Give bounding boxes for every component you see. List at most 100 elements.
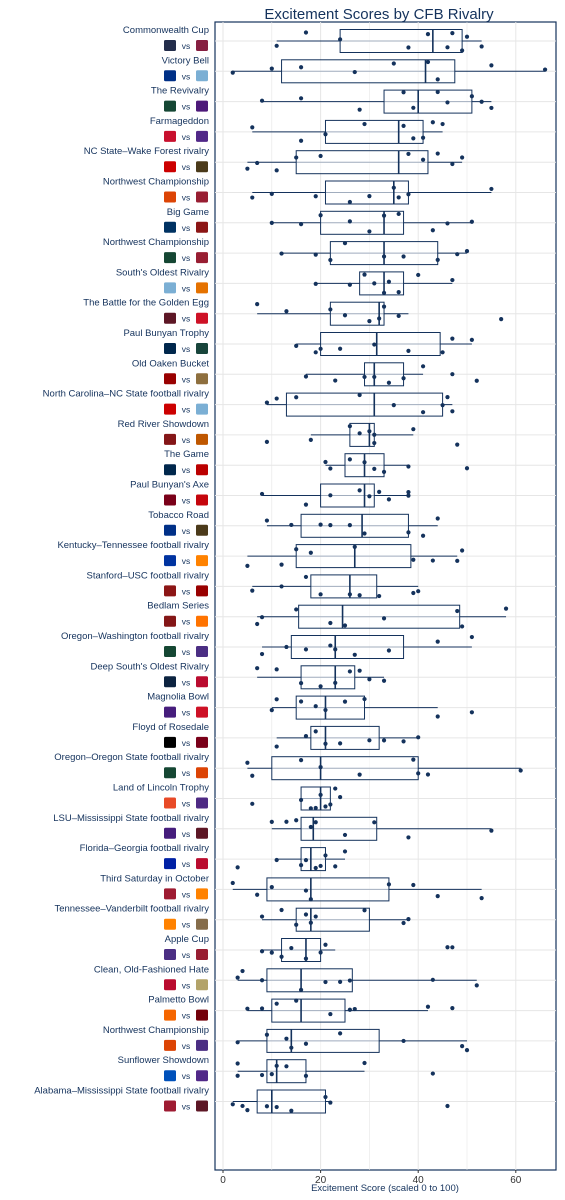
data-point <box>450 161 455 167</box>
data-point <box>435 714 440 719</box>
data-point <box>347 282 352 287</box>
rivalry-name: Red River Showdown <box>118 419 209 430</box>
data-point <box>381 469 387 475</box>
data-point <box>279 562 284 567</box>
vs-text: vs <box>182 586 191 596</box>
rivalry-label: Florida–Georgia football rivalry UF vs G <box>80 843 209 870</box>
data-point <box>333 786 338 791</box>
rivalry-name: Victory Bell <box>162 55 209 66</box>
data-point <box>235 1061 240 1066</box>
data-point <box>338 741 343 746</box>
team-logo-icon: A <box>164 1100 176 1112</box>
team-logo-icon: D <box>164 524 176 536</box>
data-point <box>269 220 274 225</box>
data-point <box>313 729 318 734</box>
data-point <box>294 547 299 552</box>
team-logo-icon: I <box>164 797 176 809</box>
data-point <box>323 942 328 947</box>
box <box>329 301 385 326</box>
data-point <box>367 229 372 234</box>
box <box>290 635 405 659</box>
rivalry-label: Big Game Calvs S <box>164 207 209 233</box>
chart-title: Excitement Scores by CFB Rivalry <box>264 6 494 23</box>
data-point <box>464 1048 470 1053</box>
team-logo-icon: N <box>196 797 208 809</box>
data-point <box>362 272 367 277</box>
data-point <box>313 820 318 825</box>
team-logo-icon: G <box>196 676 208 688</box>
box <box>320 332 441 356</box>
rivalry-name: Floyd of Rosedale <box>132 722 209 733</box>
team-logo-icon: M <box>164 464 176 476</box>
data-point <box>298 65 304 70</box>
data-point <box>362 696 367 702</box>
box <box>320 210 405 235</box>
team-logo-icon: LSU <box>164 827 176 839</box>
vs-text: vs <box>182 405 191 415</box>
rivalry-name: Tennessee–Vanderbilt football rivalry <box>54 904 209 915</box>
data-point <box>381 213 387 218</box>
data-point <box>386 497 392 502</box>
data-point <box>333 647 338 652</box>
data-point <box>406 45 411 50</box>
data-point <box>279 954 284 959</box>
team-logo-icon: Ole Miss <box>196 312 208 324</box>
rivalry-label: Bedlam Series OU vs OSU-Cowboys <box>147 601 209 627</box>
rivalry-row <box>215 271 556 296</box>
data-point <box>357 668 362 673</box>
data-point <box>460 548 465 553</box>
vs-text: vs <box>182 1071 191 1081</box>
data-point <box>489 63 494 68</box>
team-logo-icon: NCSU <box>164 403 176 415</box>
rivalry-label: Apple Cup Wvs WSU <box>164 934 209 960</box>
box <box>300 665 356 690</box>
data-point <box>464 248 470 254</box>
data-point <box>489 828 494 833</box>
team-logo-icon: S <box>164 585 176 597</box>
data-point <box>362 908 367 913</box>
data-point <box>420 410 426 415</box>
box <box>298 604 461 629</box>
team-logo-icon: UT <box>196 433 208 445</box>
data-point <box>338 37 343 42</box>
data-point <box>255 666 260 671</box>
vs-text: vs <box>182 132 191 142</box>
data-point <box>323 853 328 858</box>
data-point <box>386 648 392 653</box>
team-logo-icon: TCU <box>196 100 208 112</box>
x-axis-label: Excitement Score (scaled 0 to 100) <box>311 1183 459 1194</box>
team-logo-icon: MINN <box>164 494 176 506</box>
team-logo-icon: OSU-Beavers <box>164 191 176 203</box>
box <box>266 1059 307 1084</box>
data-point <box>245 166 250 171</box>
team-logo-icon: T <box>164 918 176 930</box>
team-logo-icon: UT <box>196 433 208 445</box>
vs-text: vs <box>182 829 191 839</box>
data-point <box>430 120 435 125</box>
team-logo-icon: T <box>196 555 208 567</box>
rivalry-name: Tobacco Road <box>148 510 209 521</box>
vs-text: vs <box>182 677 191 687</box>
data-point <box>298 987 304 992</box>
team-logo-icon: GT <box>196 979 208 991</box>
data-point <box>347 523 352 528</box>
team-logo-icon: SC <box>196 1009 208 1021</box>
data-point <box>435 77 440 82</box>
rivalry-name: Magnolia Bowl <box>147 692 209 703</box>
team-logo-icon: D <box>164 524 176 536</box>
rivalry-label: South's Oldest Rivalry UNC vs UVA <box>116 267 209 294</box>
data-point <box>435 516 440 521</box>
rivalry-row <box>215 119 556 144</box>
data-point <box>245 1108 250 1113</box>
data-point <box>381 738 387 743</box>
rivalry-row <box>215 786 556 811</box>
data-point <box>469 94 474 99</box>
data-point <box>474 983 479 988</box>
box <box>359 271 405 296</box>
team-logo-icon: CU <box>164 1009 176 1021</box>
team-logo-icon: WSU <box>196 252 208 264</box>
box <box>383 89 473 114</box>
data-point <box>396 313 401 319</box>
rivalry-row <box>215 241 556 266</box>
data-point <box>274 744 279 749</box>
